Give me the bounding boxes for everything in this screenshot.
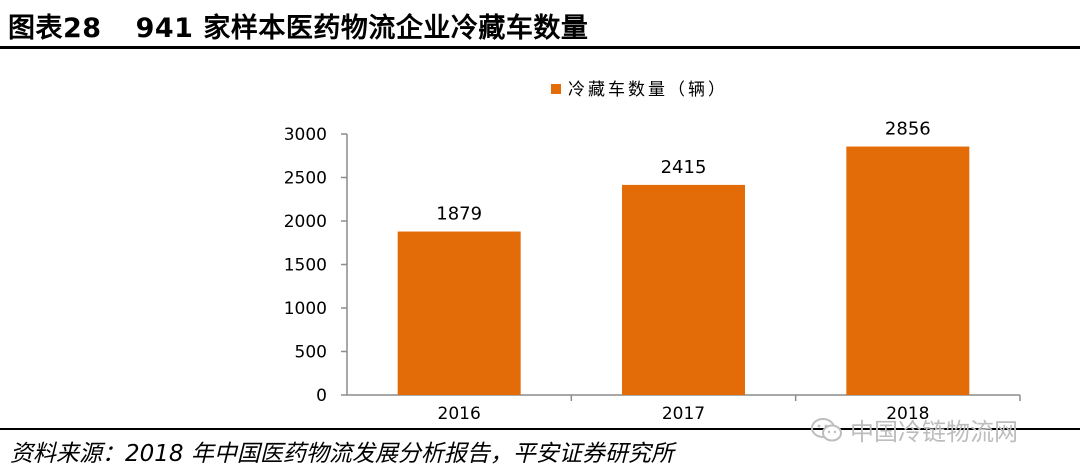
y-tick-label: 1500 (284, 256, 327, 276)
wechat-icon (811, 417, 842, 441)
data-label: 2415 (661, 157, 707, 178)
bar-2017 (622, 184, 745, 395)
x-tick-label: 2016 (438, 404, 481, 424)
y-tick-label: 0 (316, 386, 327, 406)
y-tick-label: 2500 (284, 169, 327, 189)
y-tick-label: 3000 (284, 125, 327, 145)
bar-2016 (397, 231, 521, 395)
bar-2018 (846, 146, 970, 395)
header-rule (0, 46, 1080, 49)
x-tick-label: 2017 (662, 404, 705, 424)
footer-rule (0, 428, 1080, 430)
figure-title: 图表28 941 家样本医药物流企业冷藏车数量 (8, 6, 588, 45)
data-label: 1879 (436, 204, 482, 225)
header: 图表28 941 家样本医药物流企业冷藏车数量 (0, 0, 1080, 46)
y-tick-label: 2000 (284, 212, 327, 232)
chart-title: 941 家样本医药物流企业冷藏车数量 (135, 13, 589, 44)
y-tick-label: 1000 (284, 299, 327, 319)
watermark-text: 中国冷链物流网 (850, 418, 1018, 446)
figure-label: 图表28 (8, 13, 102, 44)
y-tick-label: 500 (295, 343, 327, 363)
bar-chart: 0 500 1000 1500 2000 2500 3000 1879 2016 2415 2017… (284, 80, 1021, 424)
x-tick-label: 2018 (886, 404, 929, 424)
legend-label: 冷藏车数量（辆） (568, 80, 728, 100)
legend-swatch (551, 84, 561, 94)
data-label: 2856 (885, 119, 931, 140)
source-note: 资料来源：2018 年中国医药物流发展分析报告，平安证券研究所 (10, 441, 674, 467)
watermark: 中国冷链物流网 (810, 412, 1018, 447)
